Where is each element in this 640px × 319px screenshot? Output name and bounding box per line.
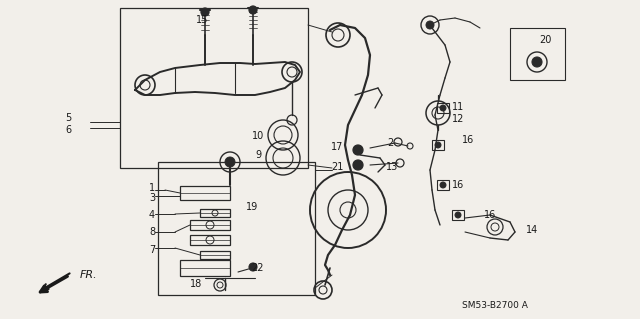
Text: 20: 20: [539, 35, 551, 45]
Circle shape: [435, 142, 441, 148]
Text: 15: 15: [196, 15, 208, 25]
Text: 7: 7: [149, 245, 155, 255]
Bar: [180, 186, 230, 200]
Text: 1: 1: [149, 183, 155, 193]
Text: FR.: FR.: [80, 270, 98, 280]
Text: 16: 16: [452, 180, 464, 190]
Bar: [190, 235, 230, 245]
Circle shape: [455, 212, 461, 218]
Bar: [437, 180, 449, 190]
Text: 4: 4: [149, 210, 155, 220]
Circle shape: [249, 263, 257, 271]
Circle shape: [201, 8, 209, 16]
Bar: [120, 8, 308, 168]
Bar: [510, 28, 565, 80]
Text: 8: 8: [149, 227, 155, 237]
Circle shape: [249, 6, 257, 14]
Text: 14: 14: [526, 225, 538, 235]
Text: 16: 16: [484, 210, 496, 220]
Bar: [200, 209, 230, 217]
Text: 21: 21: [331, 162, 343, 172]
Circle shape: [353, 160, 363, 170]
Text: 16: 16: [462, 135, 474, 145]
Text: 9: 9: [255, 150, 261, 160]
Text: 19: 19: [246, 202, 258, 212]
Circle shape: [353, 145, 363, 155]
Circle shape: [532, 57, 542, 67]
Text: 11: 11: [452, 102, 464, 112]
Text: SM53-B2700 A: SM53-B2700 A: [462, 300, 528, 309]
Text: 13: 13: [386, 162, 398, 172]
Text: 3: 3: [149, 193, 155, 203]
Circle shape: [225, 157, 235, 167]
Circle shape: [440, 105, 446, 111]
Text: 5: 5: [65, 113, 71, 123]
Circle shape: [440, 182, 446, 188]
Bar: [190, 220, 230, 230]
Bar: [180, 260, 230, 276]
Bar: [432, 140, 444, 150]
Text: 12: 12: [452, 114, 464, 124]
Text: 2: 2: [387, 138, 393, 148]
Text: 22: 22: [252, 263, 264, 273]
Text: 10: 10: [252, 131, 264, 141]
Bar: [200, 251, 230, 259]
Bar: [437, 103, 449, 113]
Text: 17: 17: [331, 142, 343, 152]
Text: 6: 6: [65, 125, 71, 135]
Bar: [452, 210, 464, 220]
Text: 18: 18: [190, 279, 202, 289]
Circle shape: [426, 21, 434, 29]
Bar: [158, 162, 315, 295]
